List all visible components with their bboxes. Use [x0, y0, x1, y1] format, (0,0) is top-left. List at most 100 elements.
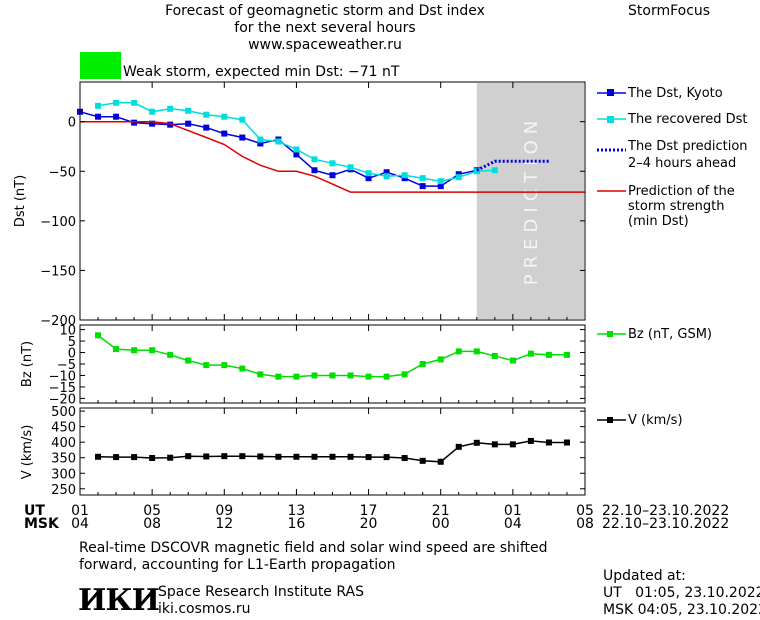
dst-series-1-point [203, 111, 210, 118]
dst-ytick-label: −100 [40, 215, 76, 230]
bz-ytick-label: −5 [57, 358, 76, 373]
bz-ytick-label: −20 [49, 392, 76, 407]
dst-series-0-point [437, 183, 444, 190]
dst-series-0-point [131, 119, 138, 126]
bz-series-0-point [185, 357, 192, 364]
dst-ytick-label: 0 [68, 116, 76, 131]
dst-series-0-point [221, 130, 228, 137]
prediction-band [476, 83, 584, 319]
dst-series-1-point [95, 102, 102, 109]
bz-series-0-point [455, 348, 462, 355]
v-panel-frame [79, 407, 586, 496]
dst-series-0-point [365, 175, 372, 182]
bz-series-0-point [149, 347, 156, 354]
ut-tick-label: 05 [143, 503, 162, 519]
msk-tick-label: 12 [215, 516, 234, 532]
bz-series-0-point [167, 351, 174, 358]
legend-storm-strength: Prediction of the storm strength (min Ds… [597, 184, 735, 229]
dst-ytick-label: −200 [40, 314, 76, 329]
v-series-0-point [185, 453, 192, 460]
ut-tick-label: 05 [576, 503, 594, 519]
dst-series-1-point [383, 173, 390, 180]
v-series-0-point [311, 453, 318, 460]
bz-series-0-point [383, 373, 390, 380]
v-ytick-label: 300 [51, 467, 76, 482]
msk-row-label: MSK [24, 516, 59, 532]
dst-series-0-point [149, 120, 156, 127]
bz-series-0-point [221, 362, 228, 369]
org-url[interactable]: iki.cosmos.ru [158, 601, 251, 617]
v-ytick-label: 250 [51, 483, 76, 498]
bz-panel-frame [79, 324, 586, 404]
dst-series-1-point [239, 116, 246, 123]
dst-series-1-point [491, 167, 498, 174]
ut-tick-label: 17 [359, 503, 378, 519]
msk-tick-label: 08 [576, 516, 594, 532]
bz-ytick-label: 5 [68, 335, 76, 350]
v-series-0-point [329, 453, 336, 460]
dst-series-1-point [401, 172, 408, 179]
v-ytick-label: 500 [51, 405, 76, 420]
v-series-0-point [365, 454, 372, 461]
dst-ytick-label: −150 [40, 264, 76, 279]
dst-series-1-point [293, 146, 300, 153]
bz-axis-title: Bz (nT) [20, 341, 35, 387]
v-series-0-point [203, 453, 210, 460]
bz-series-0-point [491, 352, 498, 359]
dst-series-1-point [473, 168, 480, 175]
bz-series-0-point [401, 371, 408, 378]
legend-bz-label: Bz (nT, GSM) [628, 327, 712, 342]
v-series-0-point [239, 453, 246, 460]
legend-v-label: V (km/s) [628, 413, 683, 428]
dst-series-1-point [455, 174, 462, 181]
bz-series-0-point [131, 347, 138, 354]
dst-series-1-point [185, 107, 192, 114]
storm-status-text: Weak storm, expected min Dst: −71 nT [123, 64, 400, 80]
bz-series-0-point [293, 373, 300, 380]
dst-axis-title: Dst (nT) [13, 175, 28, 227]
legend-dst-recovered: The recovered Dst [597, 112, 747, 127]
org-name: Space Research Institute RAS [158, 584, 364, 600]
legend-storm-strength-label-3: (min Dst) [628, 214, 689, 229]
ut-tick-label: 01 [71, 503, 89, 519]
chart-title-line2: for the next several hours [234, 20, 416, 36]
v-series-0-point [149, 455, 156, 462]
dst-series-0-point [167, 121, 174, 128]
dst-series-3-line [80, 120, 585, 193]
v-series-0-point [167, 454, 174, 461]
bz-series-0-point [527, 350, 534, 357]
dst-series-2-line [476, 159, 549, 172]
footnote-line1: Real-time DSCOVR magnetic field and sola… [79, 540, 548, 556]
prediction-band-label: PREDICTION [521, 115, 542, 285]
bz-series-0-point [239, 365, 246, 372]
dst-series-1-point [347, 164, 354, 171]
dst-series-0-point [383, 169, 390, 176]
msk-tick-label: 16 [287, 516, 306, 532]
legend-storm-strength-label-2: storm strength [628, 199, 725, 214]
bz-series-0-point [437, 356, 444, 363]
bz-series-0-point [365, 373, 372, 380]
dst-series-0-point [293, 151, 300, 158]
v-series-0-point [401, 455, 408, 462]
v-series-0-point [437, 458, 444, 465]
msk-tick-label: 04 [71, 516, 89, 532]
dst-series-1-point [311, 156, 318, 163]
v-series-0-point [455, 443, 462, 450]
dst-series-0-point [257, 140, 264, 147]
msk-tick-label: 20 [359, 516, 378, 532]
bz-series-0-point [203, 362, 210, 369]
dst-series-0-point [95, 113, 102, 120]
bz-series-0-point [113, 346, 120, 353]
v-axis-title: V (km/s) [20, 425, 35, 480]
bz-series-0-point [95, 332, 102, 339]
site-url[interactable]: www.spaceweather.ru [248, 37, 402, 53]
dst-series-1-point [275, 138, 282, 145]
legend-storm-strength-label-1: Prediction of the [628, 184, 735, 199]
legend-dst-recovered-label: The recovered Dst [627, 112, 747, 127]
v-ytick-label: 350 [51, 452, 76, 467]
dst-series-0-point [203, 124, 210, 131]
dst-series-0-point [311, 167, 318, 174]
footnote-line2: forward, accounting for L1-Earth propaga… [79, 557, 396, 573]
v-series-0-point [509, 441, 516, 448]
